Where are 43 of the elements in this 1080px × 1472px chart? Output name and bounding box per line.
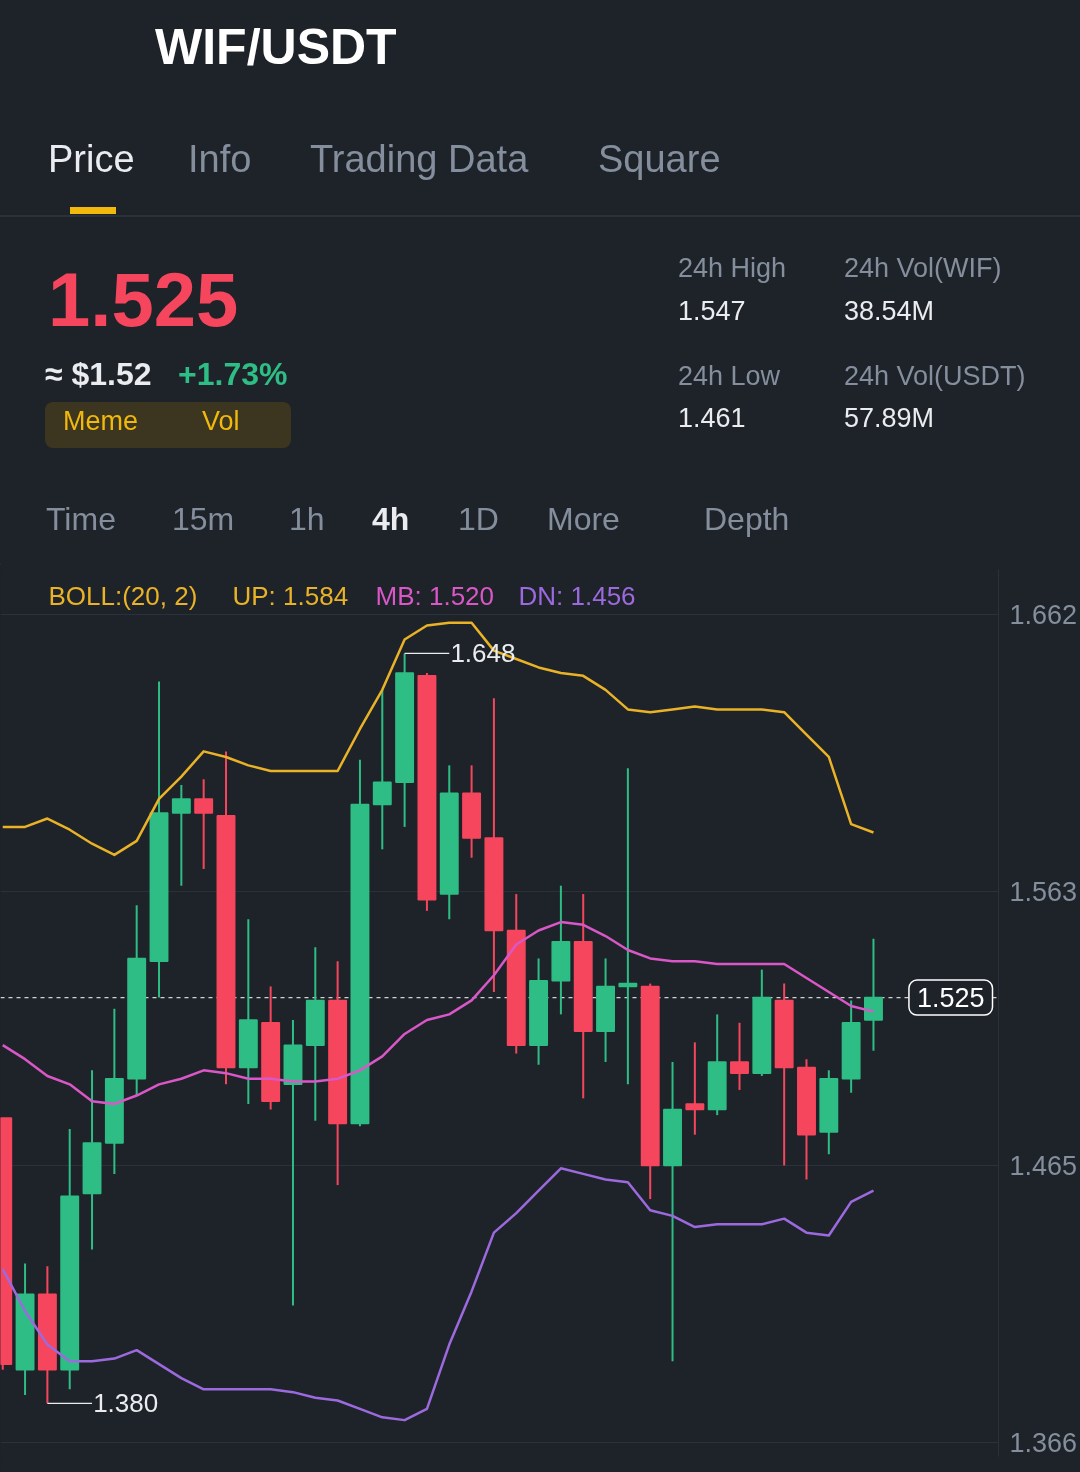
text: 38.54M <box>844 296 935 326</box>
text: 1D <box>458 501 499 537</box>
chart-title: WIF/USDT <box>155 19 397 75</box>
text: Time <box>46 501 116 537</box>
text: Price <box>48 138 135 180</box>
text: 1h <box>289 501 325 537</box>
text: Meme <box>63 406 139 436</box>
text: Trading Data <box>310 138 529 180</box>
text: 24h Low <box>678 361 781 391</box>
y-tick-label: 1.662 <box>1009 599 1078 630</box>
text: 57.89M <box>844 403 935 433</box>
text: 1.461 <box>678 403 746 433</box>
text: 1.547 <box>678 296 746 326</box>
y-tick-label: 1.465 <box>1009 1151 1078 1181</box>
line-series <box>1 1167 875 1422</box>
candlestick <box>685 1041 705 1136</box>
text: Square <box>598 138 721 180</box>
text: Vol <box>202 406 240 436</box>
candlestick <box>618 767 638 1086</box>
candlestick <box>730 1021 749 1091</box>
candlestick <box>171 783 191 887</box>
legend-title: BOLL:(20, 2) <box>48 580 198 611</box>
ref-line-label: 1.525 <box>916 983 985 1014</box>
candlestick <box>194 778 214 870</box>
chart-subtitle: 1.525 <box>48 257 239 342</box>
annotation: 1.380 <box>93 1388 159 1419</box>
text: 4h <box>372 501 410 537</box>
text: Info <box>188 138 252 180</box>
candlestick <box>864 937 883 1052</box>
line-series <box>1 621 875 857</box>
text: 15m <box>172 501 235 537</box>
y-tick-label: 1.563 <box>1009 876 1078 907</box>
text: ≈ $1.52 <box>45 356 152 392</box>
text: 24h High <box>678 253 787 283</box>
text: UP: 1.584 <box>232 580 349 611</box>
text: 24h Vol(WIF) <box>844 253 1002 283</box>
text: DN: 1.456 <box>518 580 636 611</box>
text: 24h Vol(USDT) <box>844 361 1026 391</box>
text: MB: 1.520 <box>375 580 495 611</box>
y-tick-label: 1.366 <box>1009 1428 1078 1459</box>
text: +1.73% <box>178 356 288 392</box>
text: Depth <box>704 501 790 537</box>
text: More <box>547 501 620 537</box>
